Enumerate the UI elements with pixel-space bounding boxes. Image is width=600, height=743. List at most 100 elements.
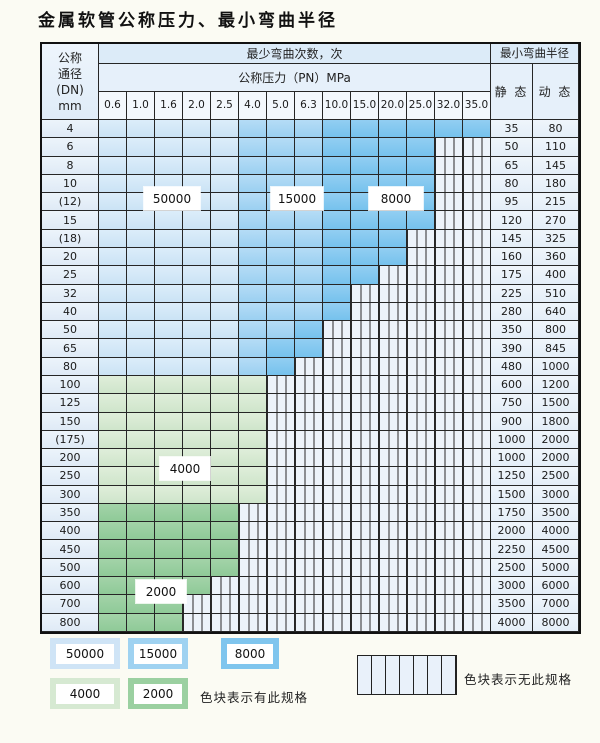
cycle-cell-(175)-5.0 xyxy=(267,430,295,450)
dynamic-radius-50: 800 xyxy=(533,321,579,340)
cycle-cell-80-4.0 xyxy=(239,357,267,376)
cycle-cell-500-2.5 xyxy=(211,558,239,578)
cycle-cell-(175)-25.0 xyxy=(407,430,435,450)
dynamic-radius-800: 8000 xyxy=(533,613,579,632)
cycle-cell-125-32.0 xyxy=(435,394,463,413)
cycle-cell-4-15.0 xyxy=(351,120,379,139)
cycle-count-label-2000: 2000 xyxy=(136,580,186,603)
cycle-cell-(18)-35.0 xyxy=(463,229,491,248)
cycle-cell-6-1.6 xyxy=(155,138,183,157)
cycle-cell-4-1.0 xyxy=(127,120,155,139)
cycle-cell-400-25.0 xyxy=(407,522,435,541)
static-radius-80: 480 xyxy=(491,357,533,376)
cycle-cell-40-2.5 xyxy=(211,302,239,322)
cycle-cell-350-1.0 xyxy=(127,503,155,523)
cycle-cell-100-1.0 xyxy=(127,375,155,395)
cycle-cell-32-4.0 xyxy=(239,284,267,303)
cycle-cell-50-35.0 xyxy=(463,321,491,340)
cycle-cell-6-10.0 xyxy=(323,138,351,157)
cycle-cell-20-15.0 xyxy=(351,247,379,267)
cycle-cell-50-15.0 xyxy=(351,321,379,340)
cycle-cell-10-10.0 xyxy=(323,174,351,194)
cycle-cell-25-35.0 xyxy=(463,266,491,285)
legend-hatch-swatch xyxy=(357,655,457,695)
legend-available-note: 色块表示有此规格 xyxy=(200,690,309,705)
pressure-header-2.0: 2.0 xyxy=(183,92,211,120)
cycle-cell-40-20.0 xyxy=(379,302,407,322)
cycle-cell-15-20.0 xyxy=(379,211,407,230)
cycle-cell-25-25.0 xyxy=(407,266,435,285)
cycle-cell-4-25.0 xyxy=(407,120,435,139)
cycle-cell-125-5.0 xyxy=(267,394,295,413)
cycle-cell-350-1.6 xyxy=(155,503,183,523)
cycle-cell-125-10.0 xyxy=(323,394,351,413)
static-radius-40: 280 xyxy=(491,302,533,322)
cycle-cell-300-1.0 xyxy=(127,485,155,504)
cycle-cell-80-25.0 xyxy=(407,357,435,376)
cycle-cell-600-2.0 xyxy=(183,577,211,596)
cycle-cell-(175)-1.6 xyxy=(155,430,183,450)
cycle-cell-80-20.0 xyxy=(379,357,407,376)
cycle-cell-6-20.0 xyxy=(379,138,407,157)
cycle-cell-32-2.0 xyxy=(183,284,211,303)
cycle-cell-6-5.0 xyxy=(267,138,295,157)
static-radius-20: 160 xyxy=(491,247,533,267)
cycle-cell-15-10.0 xyxy=(323,211,351,230)
cycle-cell-150-20.0 xyxy=(379,412,407,431)
cycle-cell-300-32.0 xyxy=(435,485,463,504)
cycle-cell-500-20.0 xyxy=(379,558,407,578)
cycle-cell-40-10.0 xyxy=(323,302,351,322)
dynamic-radius-40: 640 xyxy=(533,302,579,322)
cycle-cell-200-15.0 xyxy=(351,449,379,468)
min-radius-header: 最小弯曲半径 xyxy=(491,44,579,64)
dynamic-header: 动 态 xyxy=(533,64,579,120)
cycle-cell-100-5.0 xyxy=(267,375,295,395)
legend-swatch-50000: 50000 xyxy=(50,638,120,669)
cycle-cell-350-15.0 xyxy=(351,503,379,523)
cycle-cell-800-6.3 xyxy=(295,613,323,632)
static-radius-200: 1000 xyxy=(491,449,533,468)
cycle-cell-250-20.0 xyxy=(379,467,407,486)
static-radius-15: 120 xyxy=(491,211,533,230)
dn-cell-450: 450 xyxy=(42,540,99,559)
cycle-cell-10-32.0 xyxy=(435,174,463,194)
dn-cell-100: 100 xyxy=(42,375,99,395)
cycle-cell-20-5.0 xyxy=(267,247,295,267)
cycle-cell-65-6.3 xyxy=(295,339,323,358)
cycle-cell-100-2.0 xyxy=(183,375,211,395)
cycle-cell-6-32.0 xyxy=(435,138,463,157)
static-header: 静 态 xyxy=(491,64,533,120)
static-radius-600: 3000 xyxy=(491,577,533,596)
cycle-cell-300-2.0 xyxy=(183,485,211,504)
dn-cell-80: 80 xyxy=(42,357,99,376)
cycle-cell-65-1.6 xyxy=(155,339,183,358)
cycle-cell-300-20.0 xyxy=(379,485,407,504)
cycle-cell-15-2.5 xyxy=(211,211,239,230)
cycle-cell-(175)-1.0 xyxy=(127,430,155,450)
cycle-cell-8-15.0 xyxy=(351,156,379,175)
cycle-cell-32-1.6 xyxy=(155,284,183,303)
cycle-cell-8-25.0 xyxy=(407,156,435,175)
cycle-cell-80-0.6 xyxy=(99,357,127,376)
cycle-cell-350-4.0 xyxy=(239,503,267,523)
cycle-cell-600-35.0 xyxy=(463,577,491,596)
dn-header: 公称 通径 (DN) mm xyxy=(42,44,99,120)
cycle-cell-350-20.0 xyxy=(379,503,407,523)
cycle-cell-200-6.3 xyxy=(295,449,323,468)
cycle-cell-600-32.0 xyxy=(435,577,463,596)
cycle-cell-100-1.6 xyxy=(155,375,183,395)
cycle-cell-(12)-0.6 xyxy=(99,193,127,212)
legend-swatch-value-15000: 15000 xyxy=(134,643,182,664)
dn-cell-8: 8 xyxy=(42,156,99,175)
cycle-cell-800-5.0 xyxy=(267,613,295,632)
cycle-cell-6-1.0 xyxy=(127,138,155,157)
cycle-cell-50-2.0 xyxy=(183,321,211,340)
cycle-cell-300-1.6 xyxy=(155,485,183,504)
cycle-cell-400-10.0 xyxy=(323,522,351,541)
cycle-cell-15-32.0 xyxy=(435,211,463,230)
cycle-cell-(175)-10.0 xyxy=(323,430,351,450)
cycle-cell-250-6.3 xyxy=(295,467,323,486)
static-radius-50: 350 xyxy=(491,321,533,340)
cycle-cell-80-5.0 xyxy=(267,357,295,376)
cycle-cell-10-0.6 xyxy=(99,174,127,194)
